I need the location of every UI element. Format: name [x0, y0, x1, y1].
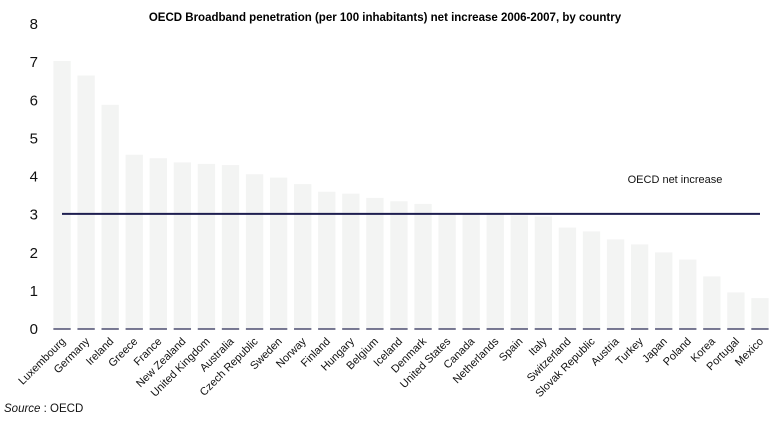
x-tick-label-spain: Spain: [497, 336, 525, 364]
bars-group: [53, 60, 769, 329]
bar-greece: [125, 154, 143, 329]
bar-turkey: [630, 244, 649, 329]
y-tick-label-5: 5: [30, 130, 38, 147]
source-text: : OECD: [40, 403, 84, 415]
x-axis: LuxembourgGermanyIrelandGreeceFranceNew …: [16, 328, 769, 400]
source-label: Source: [4, 403, 41, 415]
bar-sweden: [269, 177, 288, 329]
bar-austria: [606, 239, 625, 329]
y-tick-label-4: 4: [30, 169, 38, 186]
y-tick-label-1: 1: [30, 283, 38, 300]
y-tick-label-0: 0: [30, 321, 38, 338]
source-note: Source : OECD: [4, 403, 83, 415]
chart-title: OECD Broadband penetration (per 100 inha…: [149, 12, 622, 24]
bar-finland: [318, 191, 336, 329]
bar-netherlands: [486, 214, 504, 329]
bar-mexico: [751, 298, 769, 329]
bar-australia: [221, 165, 240, 329]
bar-hungary: [342, 193, 360, 329]
y-tick-label-2: 2: [30, 245, 38, 262]
bar-japan: [655, 252, 673, 329]
bar-belgium: [366, 197, 384, 329]
y-tick-label-6: 6: [30, 92, 38, 109]
bar-poland: [679, 259, 697, 329]
y-tick-label-7: 7: [30, 54, 38, 71]
bar-switzerland: [558, 227, 577, 329]
y-tick-label-8: 8: [30, 16, 38, 33]
bar-portugal: [727, 292, 745, 329]
bar-united-kingdom: [197, 163, 216, 329]
bar-france: [149, 158, 167, 329]
bar-new-zealand: [173, 162, 192, 329]
bar-italy: [534, 216, 553, 329]
bar-ireland: [101, 104, 119, 329]
bar-united-states: [438, 213, 456, 329]
y-axis: 0 1 2 3 4 5 6 7 8: [30, 16, 38, 338]
bar-luxembourg: [53, 60, 71, 329]
y-tick-label-3: 3: [30, 207, 38, 224]
bar-spain: [510, 215, 528, 329]
bar-norway: [294, 184, 312, 329]
bar-denmark: [414, 203, 432, 329]
bar-czech-republic: [245, 174, 264, 329]
bar-canada: [462, 214, 480, 329]
x-tick-label-turkey: Turkey: [614, 335, 646, 367]
bar-slovak-republic: [582, 231, 601, 329]
bar-iceland: [390, 201, 408, 329]
bar-germany: [77, 75, 95, 329]
bar-korea: [703, 276, 721, 329]
reference-line-label: OECD net increase: [628, 174, 723, 186]
